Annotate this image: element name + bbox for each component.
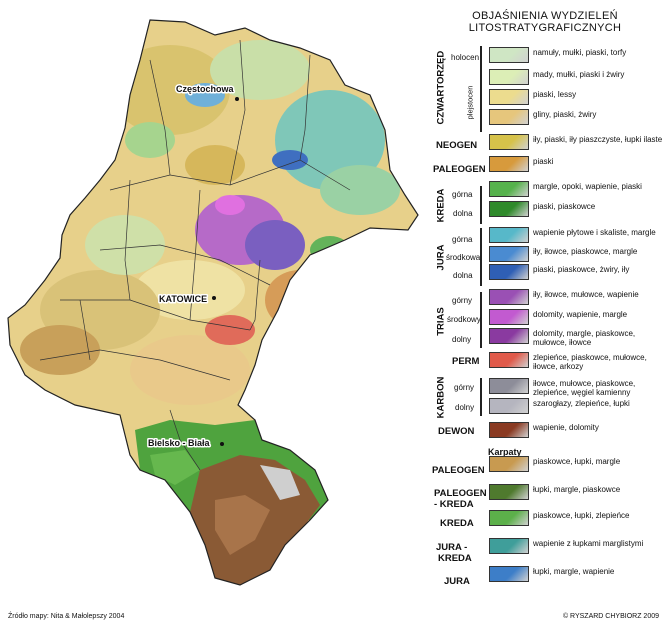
svg-text:Częstochowa: Częstochowa — [176, 84, 235, 94]
era-neogen: NEOGEN — [436, 140, 478, 151]
czestochowa-marker — [235, 97, 239, 101]
era-bracket — [480, 378, 482, 416]
era-paleogen: PALEOGEN — [433, 164, 486, 175]
epoch-jura-gorna: górna — [452, 235, 473, 244]
svg-text:KATOWICE: KATOWICE — [159, 294, 207, 304]
era-czwartorzed: CZWARTORZĘD — [435, 50, 447, 125]
legend-swatch — [489, 264, 529, 280]
era-k-jura-kreda-2: KREDA — [438, 553, 472, 564]
era-bracket — [480, 228, 482, 286]
era-k-paleogen-kreda-2: - KREDA — [434, 499, 474, 510]
katowice-marker — [212, 296, 216, 300]
legend-swatch — [489, 456, 529, 472]
legend-description: szarogłazy, zlepieńce, łupki — [533, 399, 630, 408]
era-bracket — [480, 46, 482, 132]
legend-description: iły, iłowce, mułowce, wapienie — [533, 290, 639, 299]
legend-swatch — [489, 289, 529, 305]
legend-description: gliny, piaski, żwiry — [533, 110, 597, 119]
legend-description: piaski, piaskowce, żwiry, iły — [533, 265, 630, 274]
geological-map: Częstochowa Częstochowa KATOWICE KATOWIC… — [7, 19, 419, 586]
legend-swatch — [489, 109, 529, 125]
legend-description: piaski, lessy — [533, 90, 577, 99]
legend-swatch — [489, 352, 529, 368]
legend-description: dolomity, wapienie, margle — [533, 310, 628, 319]
legend-title-line-1: OBJAŚNIENIA WYDZIELEŃ — [472, 10, 618, 22]
era-bracket — [480, 292, 482, 348]
epoch-jura-srodkowa: środkowa — [446, 253, 481, 262]
era-dewon: DEWON — [438, 426, 475, 437]
epoch-karbon-dolny: dolny — [455, 403, 475, 412]
legend-description: iłowce, mułowce, piaskowce, zlepieńce, w… — [533, 379, 636, 397]
era-jura: JURA — [435, 244, 447, 271]
legend-swatch — [489, 328, 529, 344]
legend-swatch — [489, 227, 529, 243]
era-k-jura-kreda-1: JURA - — [436, 542, 468, 553]
legend-description: mady, mułki, piaski i żwiry — [533, 70, 625, 79]
legend-swatch — [489, 201, 529, 217]
legend-swatch — [489, 134, 529, 150]
epoch-trias-dolny: dolny — [452, 335, 472, 344]
legend-swatch — [489, 566, 529, 582]
legend-description: piaski — [533, 157, 554, 166]
legend-description: piaskowce, łupki, margle — [533, 457, 621, 466]
legend-description: iły, piaski, iły piaszczyste, łupki ilas… — [533, 135, 663, 144]
legend-swatch — [489, 422, 529, 438]
bielsko-marker — [220, 442, 224, 446]
city-bielsko-biala: Bielsko - Biała — [148, 438, 211, 448]
epoch-jura-dolna: dolna — [453, 271, 473, 280]
legend-description: wapienie płytowe i skaliste, margle — [533, 228, 656, 237]
legend-swatch — [489, 510, 529, 526]
copyright: © RYSZARD CHYBIORZ 2009 — [562, 613, 659, 620]
era-perm: PERM — [452, 356, 480, 367]
era-trias: TRIAS — [435, 307, 447, 336]
legend-swatch — [489, 69, 529, 85]
legend-swatch — [489, 309, 529, 325]
era-k-paleogen: PALEOGEN — [432, 465, 485, 476]
legend-swatch — [489, 89, 529, 105]
era-kreda: KREDA — [435, 188, 447, 223]
city-czestochowa: Częstochowa — [176, 84, 235, 94]
legend-swatch — [489, 484, 529, 500]
era-karbon: KARBON — [435, 376, 447, 419]
legend-description: piaskowce, łupki, zlepieńce — [533, 511, 630, 520]
epoch-trias-srodkowy: środkowy — [447, 315, 481, 324]
epoch-holocen: holocen — [451, 53, 480, 62]
legend-swatch — [489, 398, 529, 414]
epoch-karbon-gorny: górny — [454, 383, 475, 392]
legend-description: zlepieńce, piaskowce, mułowce, iłowce, a… — [533, 353, 647, 371]
epoch-kreda-gorna: górna — [452, 190, 473, 199]
legend-title-line-2: LITOSTRATYGRAFICZNYCH — [468, 22, 622, 34]
epoch-kreda-dolna: dolna — [453, 209, 473, 218]
svg-text:Bielsko - Biała: Bielsko - Biała — [148, 438, 211, 448]
legend-description: margle, opoki, wapienie, piaski — [533, 182, 642, 191]
epoch-trias-gorny: górny — [452, 296, 473, 305]
map-source: Źródło mapy: Nita & Małolepszy 2004 — [8, 613, 125, 620]
legend-description: dolomity, margle, piaskowce, mułowce, ił… — [533, 329, 636, 347]
era-k-jura: JURA — [444, 576, 470, 587]
legend-description: łupki, margle, piaskowce — [533, 485, 621, 494]
era-k-paleogen-kreda-1: PALEOGEN — [434, 488, 487, 499]
era-bracket — [480, 186, 482, 224]
era-k-kreda: KREDA — [440, 518, 474, 529]
epoch-plejstocen: plejstocen — [465, 85, 475, 120]
legend-description: namuły, mułki, piaski, torfy — [533, 48, 627, 57]
voivodeship-border — [7, 19, 419, 586]
legend-description: piaski, piaskowce — [533, 202, 596, 211]
legend-description: wapienie z łupkami marglistymi — [533, 539, 644, 548]
legend-swatch — [489, 156, 529, 172]
karpaty-heading: Karpaty — [488, 447, 522, 457]
legend-swatch — [489, 181, 529, 197]
legend-description: wapienie, dolomity — [533, 423, 599, 432]
legend-swatch — [489, 47, 529, 63]
legend-swatch — [489, 378, 529, 394]
legend-description: łupki, margle, wapienie — [533, 567, 615, 576]
legend-title: OBJAŚNIENIA WYDZIELEŃ LITOSTRATYGRAFICZN… — [430, 10, 660, 34]
legend-swatch — [489, 538, 529, 554]
city-katowice: KATOWICE — [159, 294, 207, 304]
legend-swatch — [489, 246, 529, 262]
legend-description: iły, iłowce, piaskowce, margle — [533, 247, 638, 256]
